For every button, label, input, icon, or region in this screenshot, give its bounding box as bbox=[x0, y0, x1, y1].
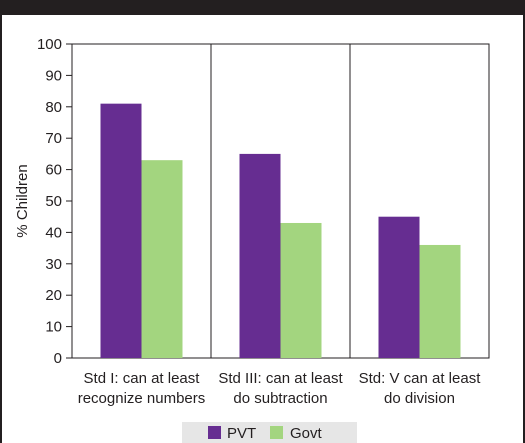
y-axis-title: % Children bbox=[14, 164, 31, 237]
legend-label-govt: Govt bbox=[290, 425, 323, 442]
y-tick-label: 0 bbox=[54, 350, 62, 367]
y-tick-label: 50 bbox=[45, 193, 62, 210]
y-tick-label: 90 bbox=[45, 67, 62, 84]
frame-left-border bbox=[0, 0, 2, 443]
bars bbox=[100, 103, 461, 358]
y-tick-label: 60 bbox=[45, 162, 62, 179]
bar-govt-1 bbox=[280, 222, 322, 358]
x-category-label: Std: V can at least bbox=[359, 370, 482, 387]
legend-swatch-govt bbox=[270, 426, 283, 439]
x-category-label: Std I: can at least bbox=[84, 370, 201, 387]
bar-govt-2 bbox=[419, 244, 461, 358]
x-category-label: recognize numbers bbox=[78, 390, 206, 407]
bar-govt-0 bbox=[141, 160, 183, 358]
y-tick-label: 30 bbox=[45, 256, 62, 273]
x-category-label: do subtraction bbox=[233, 390, 327, 407]
x-axis: Std I: can at least recognize numbers Std … bbox=[78, 370, 481, 407]
top-bar bbox=[0, 0, 525, 15]
y-tick-label: 80 bbox=[45, 99, 62, 116]
x-category-label: Std III: can at least bbox=[218, 370, 343, 387]
bar-pvt-1 bbox=[239, 153, 281, 358]
y-tick-label: 20 bbox=[45, 287, 62, 304]
y-tick-label: 40 bbox=[45, 224, 62, 241]
legend-box bbox=[182, 422, 357, 443]
bar-pvt-0 bbox=[100, 103, 142, 358]
legend: PVT Govt bbox=[182, 422, 357, 443]
legend-swatch-pvt bbox=[208, 426, 221, 439]
y-tick-label: 70 bbox=[45, 130, 62, 147]
y-tick-label: 10 bbox=[45, 319, 62, 336]
y-tick-label: 100 bbox=[37, 36, 62, 53]
frame-right-border bbox=[523, 0, 525, 443]
y-axis: 0 10 20 30 40 50 60 70 80 90 100 % Children bbox=[14, 36, 72, 367]
legend-label-pvt: PVT bbox=[227, 425, 256, 442]
bar-pvt-2 bbox=[378, 216, 420, 358]
x-category-label: do division bbox=[384, 390, 455, 407]
